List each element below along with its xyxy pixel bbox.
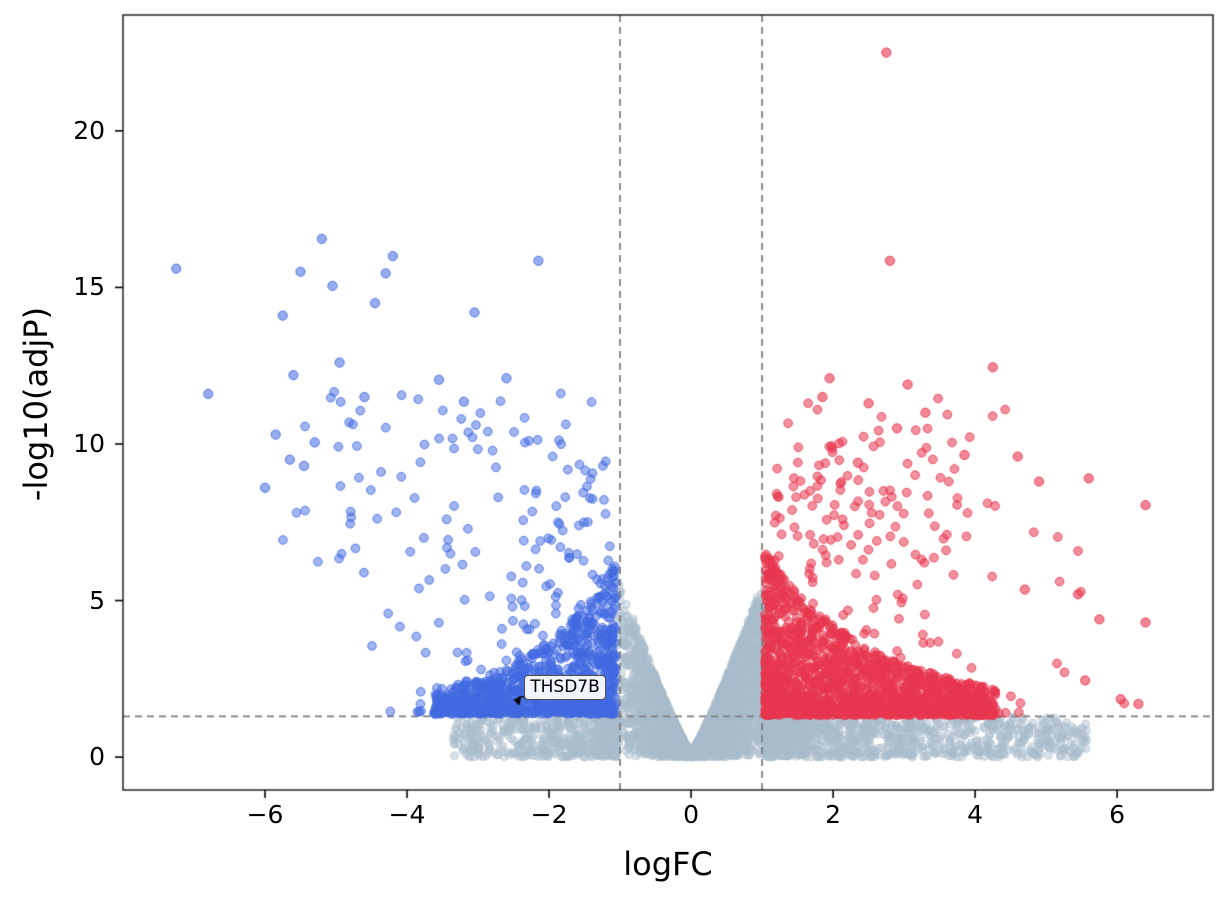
x-tick-label: 4 xyxy=(967,800,984,829)
x-tick-label: −6 xyxy=(246,800,284,829)
y-tick-label: 0 xyxy=(89,742,105,772)
y-tick-label: 20 xyxy=(73,115,105,145)
y-tick-label: 5 xyxy=(89,585,105,615)
x-tick-label: −4 xyxy=(388,800,426,829)
x-tick-label: 0 xyxy=(683,800,700,829)
x-tick-label: 2 xyxy=(825,800,842,829)
x-tick-label: 6 xyxy=(1109,800,1126,829)
x-tick-label: −2 xyxy=(530,800,568,829)
y-tick-label: 10 xyxy=(73,428,105,458)
gene-annotation-label: THSD7B xyxy=(524,675,606,701)
y-axis-label: -log10(adjP) xyxy=(17,306,55,502)
x-axis-label: logFC xyxy=(623,845,713,883)
y-tick-label: 15 xyxy=(73,272,105,302)
